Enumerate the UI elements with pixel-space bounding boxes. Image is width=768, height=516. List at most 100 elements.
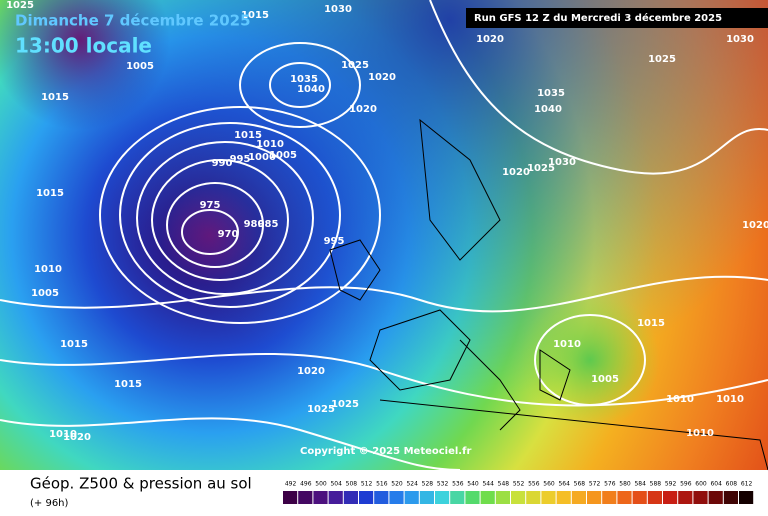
isobar-label: 1015: [637, 318, 665, 329]
isobar-label: 1020: [63, 432, 91, 443]
coastlines: [329, 118, 768, 471]
legend-label: 500: [315, 481, 327, 488]
legend-label: 600: [695, 481, 707, 488]
isobar-label: 1030: [548, 157, 576, 168]
isobar-label: 1015: [241, 10, 269, 21]
isobar-label: 1010: [553, 339, 581, 350]
isobar-label: 1010: [34, 264, 62, 275]
footer-title: Géop. Z500 & pression au sol: [30, 475, 252, 493]
legend-swatch: [419, 491, 434, 504]
legend-swatch: [693, 491, 708, 504]
legend-swatch: [313, 491, 328, 504]
legend-swatch: [647, 491, 662, 504]
legend-swatch: [359, 491, 374, 504]
legend-label: 548: [498, 481, 510, 488]
legend-label: 608: [726, 481, 738, 488]
isobar-label: 1020: [502, 167, 530, 178]
isobar-label: 1020: [349, 104, 377, 115]
isobar-label: 1025: [648, 54, 676, 65]
isobar-label: 990: [212, 158, 233, 169]
isobar-label: 1020: [368, 72, 396, 83]
isobar-label: 1035: [290, 74, 318, 85]
legend-label: 572: [589, 481, 601, 488]
legend-swatch: [480, 491, 495, 504]
isobar-label: 1005: [269, 150, 297, 161]
isobar-label: 985: [258, 219, 279, 230]
isobar-label: 980: [244, 219, 265, 230]
isobar-label: 1030: [726, 34, 754, 45]
legend-swatch: [389, 491, 404, 504]
footer-lead: (+ 96h): [30, 498, 69, 509]
legend-swatch: [739, 491, 754, 504]
legend-swatch: [632, 491, 647, 504]
legend-swatch: [571, 491, 586, 504]
legend-label: 580: [619, 481, 631, 488]
legend-label: 560: [543, 481, 555, 488]
copyright: Copyright © 2025 Meteociel.fr: [300, 446, 471, 457]
legend-label: 528: [422, 481, 434, 488]
map-date: Dimanche 7 décembre 2025: [15, 12, 251, 30]
isobar-label: 1035: [537, 88, 565, 99]
legend-swatch: [723, 491, 738, 504]
isobar-label: 1015: [234, 130, 262, 141]
field-med: [0, 0, 768, 470]
legend-label: 512: [361, 481, 373, 488]
isobar-label: 1015: [41, 92, 69, 103]
legend-swatch: [374, 491, 389, 504]
isobar-label: 1020: [297, 366, 325, 377]
run-box: [466, 8, 768, 28]
isobar-label: 1025: [331, 399, 359, 410]
map-time: 13:00 locale: [15, 34, 152, 58]
legend-label: 568: [574, 481, 586, 488]
isobar-label: 1025: [6, 0, 34, 11]
legend-label: 532: [437, 481, 449, 488]
isobar-label: 1015: [114, 379, 142, 390]
legend-swatch: [556, 491, 571, 504]
isobar-label: 1040: [297, 84, 325, 95]
legend-label: 516: [376, 481, 388, 488]
legend-label: 504: [330, 481, 342, 488]
legend-label: 556: [528, 481, 540, 488]
legend-swatch: [587, 491, 602, 504]
legend-label: 544: [482, 481, 494, 488]
isobar-label: 1010: [716, 394, 744, 405]
legend-label: 536: [452, 481, 464, 488]
isobar-label: 1025: [307, 404, 335, 415]
legend-label: 592: [665, 481, 677, 488]
legend-swatch: [541, 491, 556, 504]
legend-swatch: [708, 491, 723, 504]
legend-label: 576: [604, 481, 616, 488]
legend-label: 596: [680, 481, 692, 488]
legend-swatch: [663, 491, 678, 504]
isobar-label: 1015: [60, 339, 88, 350]
isobar-label: 1005: [31, 288, 59, 299]
isobar-label: 1020: [476, 34, 504, 45]
isobar-label: 1010: [256, 139, 284, 150]
isobar-label: 1010: [666, 394, 694, 405]
isobar-label: 1005: [126, 61, 154, 72]
isobars: [0, 0, 768, 470]
legend-label: 584: [634, 481, 646, 488]
run-info: Run GFS 12 Z du Mercredi 3 décembre 2025: [474, 12, 722, 24]
isobar-label: 995: [324, 236, 345, 247]
legend-label: 520: [391, 481, 403, 488]
isobar-label: 1040: [534, 104, 562, 115]
isobar-label: 1025: [527, 163, 555, 174]
legend-swatch: [678, 491, 693, 504]
legend-swatch: [526, 491, 541, 504]
legend-swatch: [450, 491, 465, 504]
legend-label: 604: [710, 481, 722, 488]
isobar-label: 1015: [36, 188, 64, 199]
isobar-label: 970: [218, 229, 239, 240]
isobar-label: 1025: [341, 60, 369, 71]
legend-swatch: [343, 491, 358, 504]
isobar-label: 1030: [324, 4, 352, 15]
legend-swatch: [328, 491, 343, 504]
legend-swatch: [298, 491, 313, 504]
legend-label: 508: [346, 481, 358, 488]
isobar-label: 1020: [742, 220, 768, 231]
isobar-label: 975: [200, 200, 221, 211]
legend-label: 540: [467, 481, 479, 488]
legend-label: 552: [513, 481, 525, 488]
